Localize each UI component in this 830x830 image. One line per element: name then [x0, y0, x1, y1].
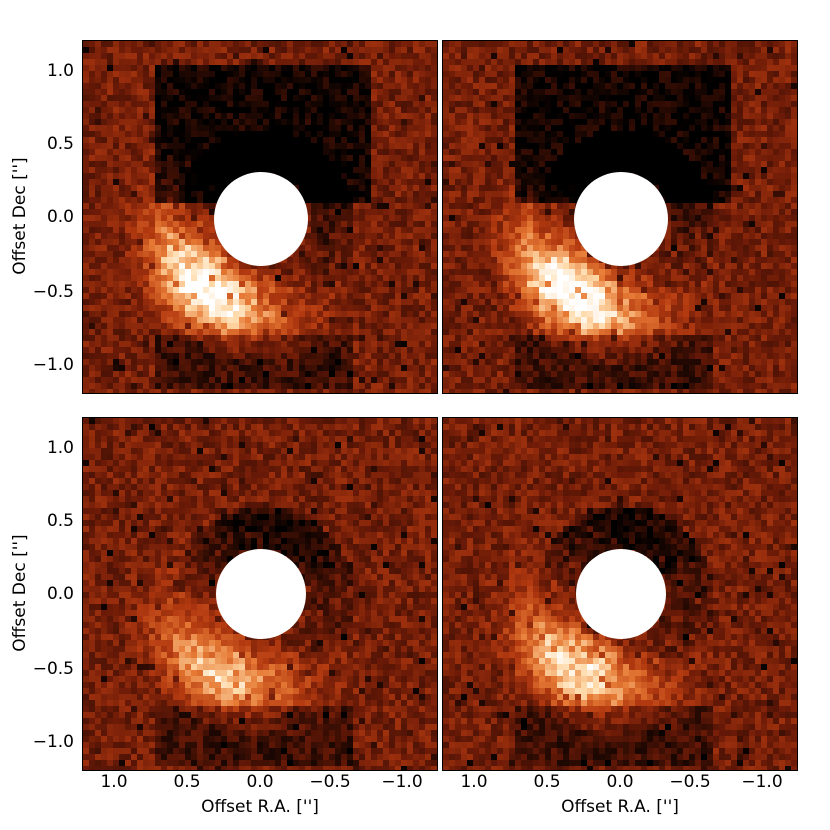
x-tick-left-3: 0.0: [246, 772, 274, 792]
x-axis-label-left: Offset R.A. ['']: [201, 797, 319, 817]
x-tick-right-3: 0.0: [606, 772, 634, 792]
x-tick-left-2: 0.5: [173, 772, 201, 792]
x-tick-left-4: −0.5: [309, 772, 351, 792]
y-tick-bottom-5: −1.0: [32, 732, 74, 752]
y-tick-bottom-4: −0.5: [32, 659, 74, 679]
disk-image: [83, 41, 437, 393]
disk-image: [83, 418, 437, 770]
disk-image: [443, 41, 797, 393]
x-tick-right-1: 1.0: [460, 772, 488, 792]
x-tick-right-2: 0.5: [533, 772, 561, 792]
x-tick-left-1: 1.0: [100, 772, 128, 792]
y-tick-top-4: −0.5: [32, 282, 74, 302]
disk-image: [443, 418, 797, 770]
y-tick-bottom-3: 0.0: [46, 584, 74, 604]
x-axis-label-right: Offset R.A. ['']: [561, 797, 679, 817]
y-tick-top-5: −1.0: [32, 355, 74, 375]
x-tick-right-4: −0.5: [669, 772, 711, 792]
x-tick-left-5: −1.0: [381, 772, 423, 792]
y-axis-label-bottom: Offset Dec ['']: [10, 534, 30, 652]
panel-bottom-right: [442, 417, 798, 771]
y-tick-top-3: 0.0: [46, 207, 74, 227]
y-tick-bottom-2: 0.5: [46, 511, 74, 531]
y-tick-top-2: 0.5: [46, 134, 74, 154]
x-tick-right-5: −1.0: [741, 772, 783, 792]
y-tick-top-1: 1.0: [46, 61, 74, 81]
panel-top-right: [442, 40, 798, 394]
y-tick-bottom-1: 1.0: [46, 438, 74, 458]
panel-bottom-left: [82, 417, 438, 771]
y-axis-label-top: Offset Dec ['']: [10, 157, 30, 275]
panel-top-left: [82, 40, 438, 394]
